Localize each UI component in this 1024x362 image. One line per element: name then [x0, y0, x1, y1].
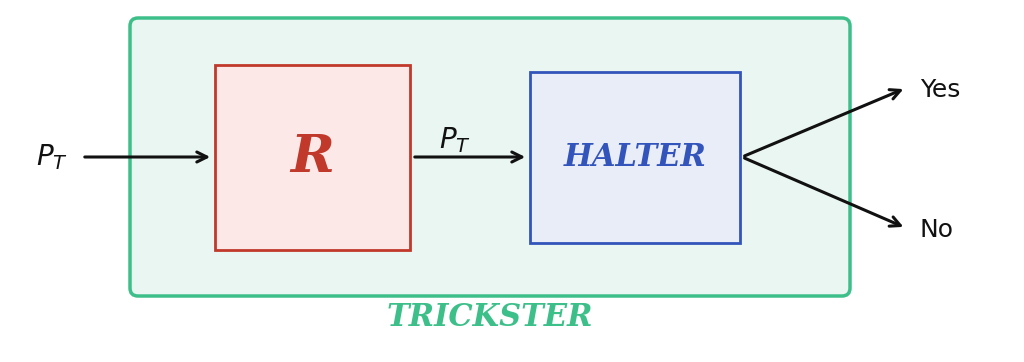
Text: R: R [290, 131, 334, 182]
Text: $P_T$: $P_T$ [439, 125, 471, 155]
FancyBboxPatch shape [130, 18, 850, 296]
Text: TRICKSTER: TRICKSTER [387, 303, 593, 333]
Bar [530, 72, 740, 243]
Text: $P_T$: $P_T$ [36, 142, 68, 172]
Text: HALTER: HALTER [563, 142, 707, 173]
Text: Yes: Yes [920, 78, 961, 102]
Text: No: No [920, 218, 954, 242]
Bar [215, 65, 410, 250]
